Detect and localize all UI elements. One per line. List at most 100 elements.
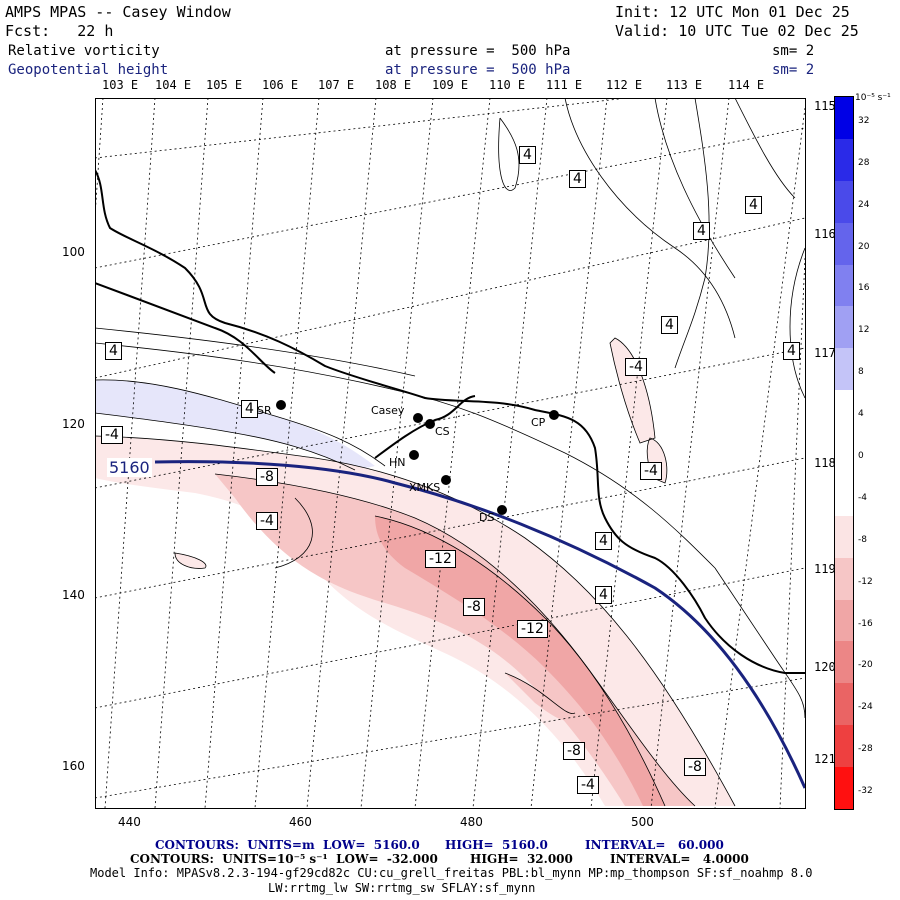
model-title: AMPS MPAS -- Casey Window	[5, 3, 231, 21]
colorbar-tick: -16	[858, 618, 873, 629]
lon-label: 104 E	[155, 78, 192, 92]
colorbar-segment	[835, 264, 853, 307]
colorbar-tick: 24	[858, 199, 870, 210]
station-label: CS	[435, 425, 450, 438]
colorbar-segment	[835, 557, 853, 601]
station-label: Casey	[371, 404, 405, 417]
height-contour-label: 5160	[107, 458, 152, 477]
colorbar-tick: -12	[858, 576, 873, 587]
y-axis-label: 140	[62, 588, 85, 602]
contour-label: 4	[569, 170, 586, 188]
lon-label: 112 E	[606, 78, 643, 92]
colorbar-segment	[835, 222, 853, 266]
colorbar-segment	[835, 641, 853, 684]
contour-label: 4	[595, 532, 612, 550]
lon-label: 111 E	[546, 78, 583, 92]
station-label: XMKS	[409, 481, 441, 494]
colorbar-unit: 10⁻⁵ s⁻¹	[855, 93, 891, 103]
footer-model-info-2: LW:rrtmg_lw SW:rrtmg_sw SFLAY:sf_mynn	[268, 881, 536, 895]
contour-label: -4	[577, 776, 599, 794]
colorbar-tick: -32	[858, 786, 873, 797]
colorbar-tick: -4	[858, 492, 867, 503]
colorbar-segment	[835, 683, 853, 726]
contour-label: -12	[517, 620, 548, 638]
field2-name: Geopotential height	[8, 62, 169, 78]
colorbar-segment	[835, 180, 853, 224]
colorbar-tick: 8	[858, 367, 864, 378]
lon-label: 103 E	[102, 78, 139, 92]
field2-smoothing: sm= 2	[772, 62, 815, 78]
y-axis-label: 100	[62, 245, 85, 259]
contour-label: 4	[595, 586, 612, 604]
colorbar-segment	[835, 515, 853, 559]
station-markers	[276, 400, 559, 515]
station-label: CP	[531, 416, 546, 429]
colorbar-tick: 12	[858, 325, 870, 336]
lon-label: 106 E	[262, 78, 299, 92]
contour-label: 4	[783, 342, 800, 360]
contour-label: -4	[625, 358, 647, 376]
colorbar-segment	[835, 348, 853, 391]
lon-label: 109 E	[432, 78, 469, 92]
lon-label: 110 E	[489, 78, 526, 92]
station-dot-xmks	[441, 475, 451, 485]
lon-label: 113 E	[666, 78, 703, 92]
contour-label: -8	[256, 468, 278, 486]
contour-label: 4	[519, 146, 536, 164]
x-axis-label: 480	[460, 815, 483, 829]
lon-label: 108 E	[375, 78, 412, 92]
colorbar-tick: 0	[858, 451, 864, 461]
contour-label: 4	[105, 342, 122, 360]
station-dot-sr	[276, 400, 286, 410]
station-label: SR	[257, 404, 272, 417]
valid-time: Valid: 10 UTC Tue 02 Dec 25	[615, 22, 859, 40]
footer-height-contours: CONTOURS: UNITS=m LOW= 5160.0	[155, 838, 420, 852]
colorbar-tick: 16	[858, 283, 870, 294]
contour-label: -4	[256, 512, 278, 530]
colorbar-tick: 20	[858, 241, 870, 252]
station-dot-cs	[425, 419, 435, 429]
colorbar-tick: 32	[858, 115, 870, 126]
colorbar-segment	[835, 473, 853, 517]
colorbar-tick: -24	[858, 702, 873, 713]
vorticity-shading	[95, 338, 735, 806]
footer-vort-high: HIGH= 32.000	[470, 852, 573, 866]
lon-label: 105 E	[206, 78, 243, 92]
colorbar-segment	[835, 725, 853, 768]
colorbar-tick: -20	[858, 660, 873, 671]
contour-label: -8	[563, 742, 585, 760]
y-axis-label: 120	[62, 417, 85, 431]
footer-vort-contours: CONTOURS: UNITS=10⁻⁵ s⁻¹ LOW= -32.000	[130, 852, 438, 866]
contour-label: -8	[463, 598, 485, 616]
station-dot-casey	[413, 413, 423, 423]
lon-label: 107 E	[318, 78, 355, 92]
colorbar-segment	[835, 97, 853, 140]
x-axis-label: 440	[118, 815, 141, 829]
colorbar-segment	[835, 306, 853, 349]
contour-label: 4	[745, 196, 762, 214]
lon-label: 114 E	[728, 78, 765, 92]
y-axis-label: 160	[62, 759, 85, 773]
station-label: DS	[479, 511, 495, 524]
colorbar-segment	[835, 432, 853, 475]
station-dot-ds	[497, 505, 507, 515]
colorbar-tick: -28	[858, 744, 873, 755]
colorbar-segment	[835, 390, 853, 433]
contour-label: -4	[101, 426, 123, 444]
station-label: HN	[389, 456, 406, 469]
x-axis-label: 460	[289, 815, 312, 829]
contour-label: 4	[693, 222, 710, 240]
field1-level: at pressure = 500 hPa	[385, 43, 571, 59]
map-plot: SR Casey CS CP HN XMKS DS 4 4 4 4 4 4 4 …	[54, 77, 807, 809]
field1-name: Relative vorticity	[8, 43, 160, 59]
station-dot-cp	[549, 410, 559, 420]
coastline	[94, 169, 805, 674]
field1-smoothing: sm= 2	[772, 43, 815, 59]
vorticity-contours	[94, 97, 806, 807]
colorbar-tick: 28	[858, 157, 870, 168]
colorbar-segment	[835, 599, 853, 642]
field2-level: at pressure = 500 hPa	[385, 62, 571, 78]
forecast-hour: Fcst: 22 h	[5, 22, 114, 40]
colorbar-tick: -8	[858, 534, 867, 545]
contour-label: -12	[425, 550, 456, 568]
